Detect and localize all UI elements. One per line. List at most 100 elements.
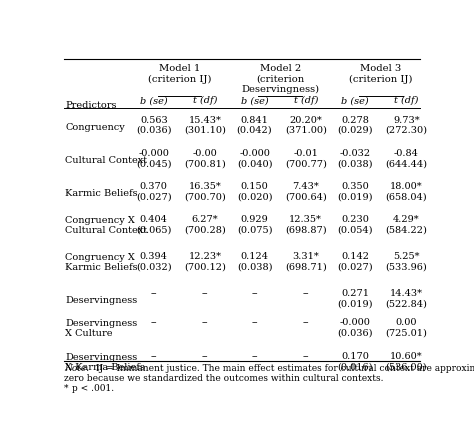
Text: (584.22): (584.22) xyxy=(385,225,428,234)
Text: 0.170: 0.170 xyxy=(341,352,369,361)
Text: 0.124: 0.124 xyxy=(240,252,269,261)
Text: Congruency X: Congruency X xyxy=(65,253,135,262)
Text: (0.019): (0.019) xyxy=(337,192,373,201)
Text: 6.27*: 6.27* xyxy=(191,215,218,224)
Text: -0.000: -0.000 xyxy=(138,149,169,158)
Text: 10.60*: 10.60* xyxy=(390,352,423,361)
Text: 0.00: 0.00 xyxy=(396,318,417,327)
Text: Karmic Beliefs: Karmic Beliefs xyxy=(65,263,138,272)
Text: --: -- xyxy=(251,289,258,298)
Text: X Culture: X Culture xyxy=(65,329,113,338)
Text: (0.038): (0.038) xyxy=(237,262,272,271)
Text: (0.027): (0.027) xyxy=(337,262,373,271)
Text: 0.929: 0.929 xyxy=(241,215,268,224)
Text: 0.278: 0.278 xyxy=(341,115,369,125)
Text: Deservingness: Deservingness xyxy=(65,319,138,328)
Text: b (se): b (se) xyxy=(140,96,168,105)
Text: (0.019): (0.019) xyxy=(337,299,373,308)
Text: (301.10): (301.10) xyxy=(184,126,226,135)
Text: Cultural Context: Cultural Context xyxy=(65,225,147,235)
Text: b (se): b (se) xyxy=(341,96,369,105)
Text: (522.84): (522.84) xyxy=(385,299,428,308)
Text: -0.000: -0.000 xyxy=(340,318,371,327)
Text: 0.841: 0.841 xyxy=(241,115,268,125)
Text: --: -- xyxy=(251,318,258,327)
Text: --: -- xyxy=(151,352,157,361)
Text: (698.87): (698.87) xyxy=(285,225,327,234)
Text: (0.045): (0.045) xyxy=(136,159,172,168)
Text: --: -- xyxy=(302,318,309,327)
Text: Note.: Note. xyxy=(64,364,89,372)
Text: 0.350: 0.350 xyxy=(341,182,369,191)
Text: zero because we standardized the outcomes within cultural contexts.: zero because we standardized the outcome… xyxy=(64,374,383,382)
Text: (700.77): (700.77) xyxy=(285,159,327,168)
Text: X Karma Beliefs: X Karma Beliefs xyxy=(65,363,146,372)
Text: --: -- xyxy=(202,318,208,327)
Text: 7.43*: 7.43* xyxy=(292,182,319,191)
Text: --: -- xyxy=(202,352,208,361)
Text: t (df): t (df) xyxy=(293,96,318,105)
Text: 0.230: 0.230 xyxy=(341,215,369,224)
Text: -0.032: -0.032 xyxy=(340,149,371,158)
Text: Predictors: Predictors xyxy=(65,101,117,110)
Text: (0.016): (0.016) xyxy=(337,362,373,371)
Text: 18.00*: 18.00* xyxy=(390,182,423,191)
Text: (0.032): (0.032) xyxy=(136,262,172,271)
Text: p < .001.: p < .001. xyxy=(72,384,114,393)
Text: (0.038): (0.038) xyxy=(337,159,373,168)
Text: 0.563: 0.563 xyxy=(140,115,168,125)
Text: (0.040): (0.040) xyxy=(237,159,272,168)
Text: --: -- xyxy=(151,318,157,327)
Text: 0.370: 0.370 xyxy=(140,182,168,191)
Text: Model 1
(criterion IJ): Model 1 (criterion IJ) xyxy=(147,64,211,83)
Text: (0.020): (0.020) xyxy=(237,192,272,201)
Text: (0.027): (0.027) xyxy=(136,192,172,201)
Text: IJ = Immanent justice. The main effect estimates for cultural context are approx: IJ = Immanent justice. The main effect e… xyxy=(92,364,474,372)
Text: Karmic Beliefs: Karmic Beliefs xyxy=(65,189,138,198)
Text: 0.394: 0.394 xyxy=(140,252,168,261)
Text: Model 2
(criterion
Deservingness): Model 2 (criterion Deservingness) xyxy=(241,64,319,94)
Text: 16.35*: 16.35* xyxy=(189,182,221,191)
Text: (700.70): (700.70) xyxy=(184,192,226,201)
Text: Model 3
(criterion IJ): Model 3 (criterion IJ) xyxy=(349,64,413,83)
Text: (700.81): (700.81) xyxy=(184,159,226,168)
Text: 4.29*: 4.29* xyxy=(393,215,420,224)
Text: b (se): b (se) xyxy=(241,96,268,105)
Text: (700.12): (700.12) xyxy=(184,262,226,271)
Text: Deservingness: Deservingness xyxy=(65,296,138,305)
Text: Cultural Context: Cultural Context xyxy=(65,156,147,165)
Text: t (df): t (df) xyxy=(394,96,419,105)
Text: Congruency: Congruency xyxy=(65,122,125,132)
Text: 15.43*: 15.43* xyxy=(189,115,221,125)
Text: -0.00: -0.00 xyxy=(192,149,217,158)
Text: -0.84: -0.84 xyxy=(394,149,419,158)
Text: (371.00): (371.00) xyxy=(285,126,327,135)
Text: *: * xyxy=(64,384,71,393)
Text: 12.35*: 12.35* xyxy=(289,215,322,224)
Text: (0.029): (0.029) xyxy=(337,126,373,135)
Text: -0.000: -0.000 xyxy=(239,149,270,158)
Text: Congruency X: Congruency X xyxy=(65,216,135,225)
Text: (658.04): (658.04) xyxy=(386,192,427,201)
Text: 14.43*: 14.43* xyxy=(390,289,423,298)
Text: 9.73*: 9.73* xyxy=(393,115,420,125)
Text: (644.44): (644.44) xyxy=(385,159,428,168)
Text: (0.054): (0.054) xyxy=(337,225,373,234)
Text: 5.25*: 5.25* xyxy=(393,252,419,261)
Text: --: -- xyxy=(202,289,208,298)
Text: (700.28): (700.28) xyxy=(184,225,226,234)
Text: (700.64): (700.64) xyxy=(285,192,327,201)
Text: (536.00): (536.00) xyxy=(386,362,427,371)
Text: (0.036): (0.036) xyxy=(337,329,373,337)
Text: --: -- xyxy=(151,289,157,298)
Text: (0.042): (0.042) xyxy=(237,126,273,135)
Text: --: -- xyxy=(251,352,258,361)
Text: (698.71): (698.71) xyxy=(285,262,327,271)
Text: (533.96): (533.96) xyxy=(385,262,428,271)
Text: 0.271: 0.271 xyxy=(341,289,369,298)
Text: -0.01: -0.01 xyxy=(293,149,318,158)
Text: t (df): t (df) xyxy=(193,96,217,105)
Text: --: -- xyxy=(302,289,309,298)
Text: 0.404: 0.404 xyxy=(140,215,168,224)
Text: 12.23*: 12.23* xyxy=(189,252,221,261)
